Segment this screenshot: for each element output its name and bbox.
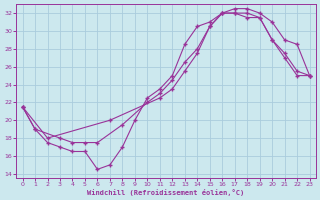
X-axis label: Windchill (Refroidissement éolien,°C): Windchill (Refroidissement éolien,°C) [87,189,245,196]
